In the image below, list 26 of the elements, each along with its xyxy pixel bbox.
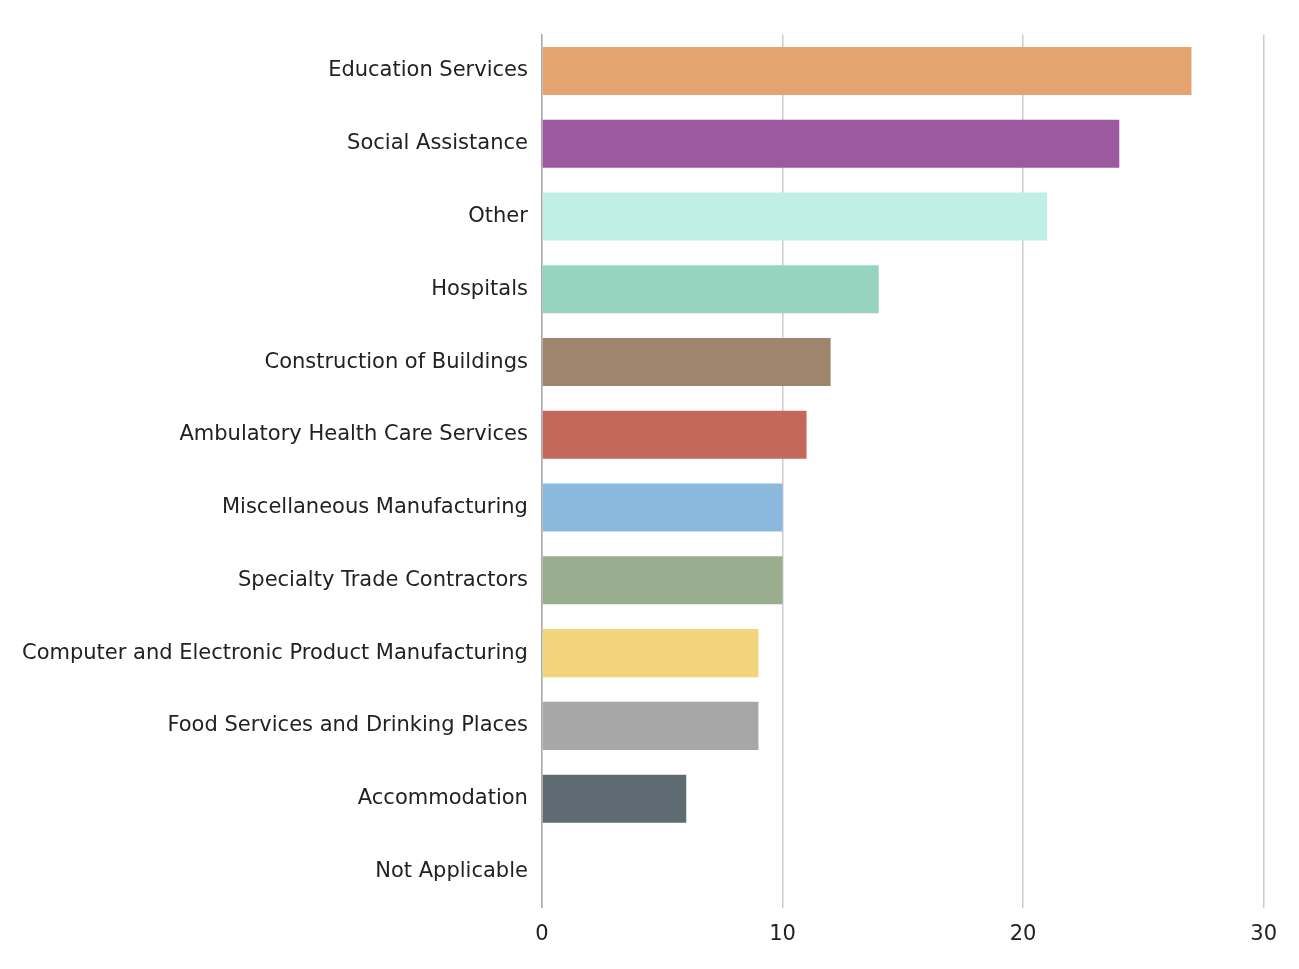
y-tick-label: Computer and Electronic Product Manufacturing [22,639,528,664]
bar [542,46,1192,95]
y-tick-label: Miscellaneous Manufacturing [221,494,528,519]
y-tick-label: Hospitals [431,275,528,300]
bar [542,629,759,678]
y-tick-label: Food Services and Drinking Places [167,712,528,737]
bar [542,192,1048,241]
bar [542,556,783,605]
y-tick-label: Education Services [328,57,528,82]
bar [542,774,687,823]
bar [542,265,879,314]
y-tick-label: Specialty Trade Contractors [237,566,528,591]
y-tick-label: Ambulatory Health Care Services [179,421,528,446]
x-tick-label: 0 [535,920,549,945]
y-tick-label: Social Assistance [347,130,528,155]
y-tick-label: Not Applicable [375,857,528,882]
bar [542,410,807,459]
x-tick-label: 10 [769,920,796,945]
x-tick-label: 20 [1009,920,1037,945]
bar [542,119,1120,168]
bar [542,338,831,387]
y-tick-label: Accommodation [357,785,528,810]
y-tick-label: Other [468,202,529,227]
bar [542,483,783,532]
x-tick-label: 30 [1250,920,1278,945]
y-tick-label: Construction of Buildings [264,348,528,373]
